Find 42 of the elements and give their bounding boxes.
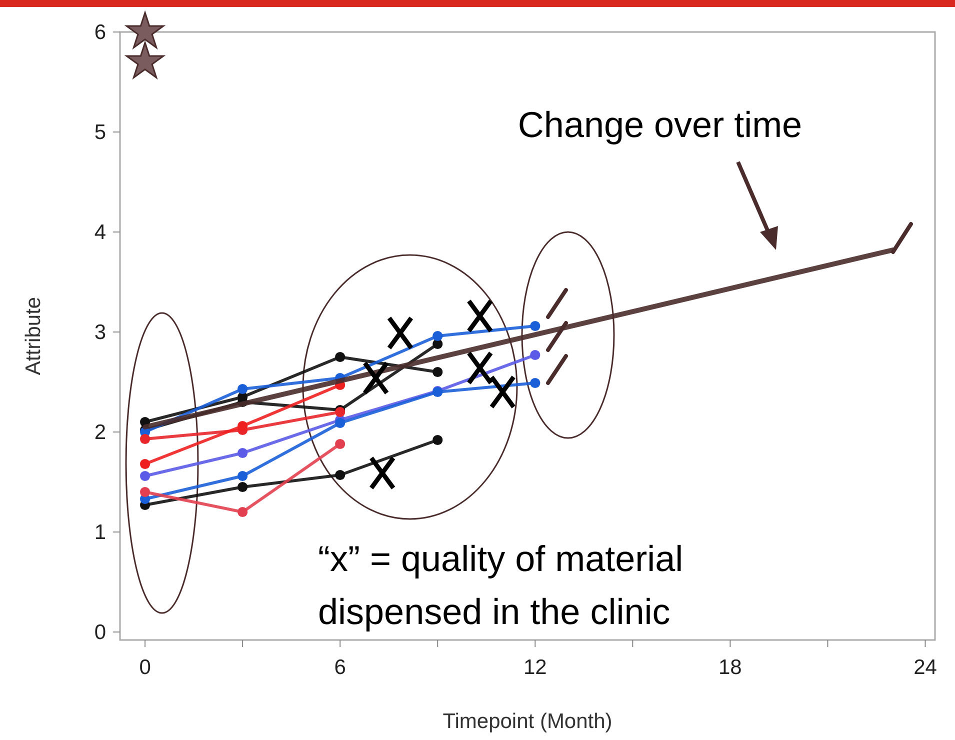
y-tick-label: 5 xyxy=(94,121,106,144)
point xyxy=(238,482,248,492)
point xyxy=(238,506,248,518)
point xyxy=(432,434,443,446)
point xyxy=(140,486,150,498)
point xyxy=(489,374,516,410)
point xyxy=(238,470,248,482)
point xyxy=(386,316,414,350)
point xyxy=(530,350,540,360)
y-tick-label: 1 xyxy=(94,521,106,544)
point xyxy=(238,448,248,458)
y-tick-label: 0 xyxy=(94,621,106,644)
annotation: “x” = quality of material dispensed in the clinic xyxy=(318,538,684,632)
x-tick-label: 0 xyxy=(139,656,151,679)
point xyxy=(369,456,396,490)
annotation: Change over time xyxy=(518,104,802,145)
point xyxy=(432,330,443,342)
point xyxy=(238,384,248,394)
point xyxy=(530,378,540,388)
point xyxy=(466,298,494,334)
x-tick-label: 24 xyxy=(914,656,938,679)
point xyxy=(335,470,346,480)
point xyxy=(335,438,346,450)
point xyxy=(466,350,494,386)
x-tick-label: 6 xyxy=(334,656,346,679)
y-tick-label: 2 xyxy=(94,421,106,444)
y-tick-label: 3 xyxy=(94,321,106,344)
point xyxy=(335,418,346,428)
y-axis-title: Attribute xyxy=(22,296,45,376)
y-tick-label: 6 xyxy=(94,21,106,44)
point xyxy=(140,434,150,444)
point xyxy=(362,360,390,396)
point xyxy=(335,352,346,362)
x-tick-label: 12 xyxy=(523,656,547,679)
point xyxy=(238,420,248,432)
point xyxy=(140,470,150,482)
x-tick-label: 18 xyxy=(718,656,742,679)
x-axis-title: Timepoint (Month) xyxy=(442,710,612,733)
point xyxy=(530,320,540,332)
point xyxy=(432,366,443,378)
y-tick-label: 4 xyxy=(94,221,106,244)
point xyxy=(140,458,150,470)
